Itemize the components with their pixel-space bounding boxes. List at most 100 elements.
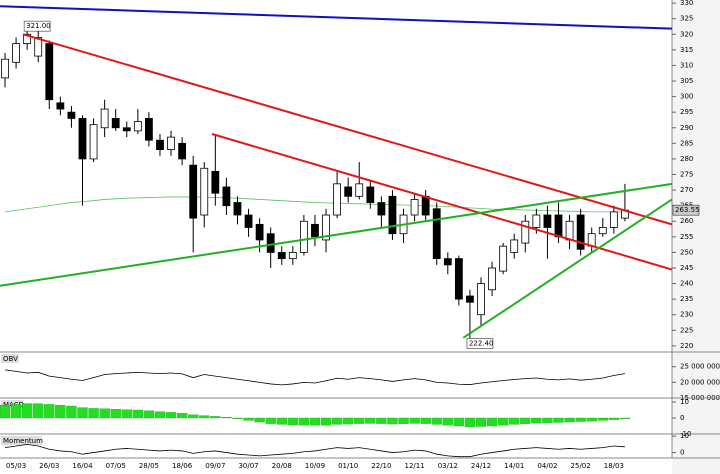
y-tick-label: 220 [680,342,693,350]
candle-body [34,36,43,57]
histogram-bar [276,417,287,425]
candle-body [532,214,541,228]
histogram-bar [154,411,166,419]
x-tick-label: 28/05 [139,462,159,470]
histogram-bar [608,417,619,420]
x-tick-label: 22/10 [371,462,391,470]
histogram-bar [619,417,631,419]
histogram-bar [354,417,365,424]
histogram-bar [398,417,409,424]
candle-body [311,223,319,238]
histogram-bar [232,417,243,419]
trendline [211,133,673,271]
histogram-bar [409,417,420,424]
histogram-bar [44,404,55,419]
candle-body [576,214,585,250]
x-tick-label: 14/01 [504,462,524,470]
candle-body [322,214,330,241]
histogram-bar [475,417,487,427]
candle-body [366,186,375,203]
histogram-bar [243,417,254,421]
axis-band [672,0,720,474]
y-tick-label: 300 [680,93,693,101]
candle-body [1,58,9,79]
y-tick-label: 240 [680,280,693,288]
histogram-bar [287,417,298,426]
histogram-bar [21,403,33,419]
candle-body [488,267,496,291]
x-tick-label: 20/08 [272,462,292,470]
histogram-bar [33,403,44,419]
y-tick-label: 225 [680,326,693,334]
candle-body [344,186,353,197]
panel-title: Momentum [3,437,43,445]
histogram-bar [331,417,343,425]
panel-title-box [1,354,19,363]
price-label: 263.55 [675,206,700,214]
x-tick-label: 03/12 [438,462,458,470]
candle-body [377,202,386,216]
candle-body [288,252,297,260]
histogram-bar [199,415,210,419]
x-tick-label: 26/03 [39,462,59,470]
candle-body [12,43,20,63]
y-tick-label: 25 000 000 [680,363,720,371]
price-label-box [466,338,494,349]
x-tick-label: 12/11 [404,462,424,470]
candle-body [410,199,419,216]
x-tick-label: 25/02 [571,462,591,470]
panel-title-box [1,436,42,445]
y-tick-label: 270 [680,186,693,194]
candle-body [598,227,607,235]
candle-body [145,118,153,141]
histogram-bar [497,417,509,426]
candle-body [56,102,65,110]
histogram-bar [597,417,608,421]
candle-body [156,139,164,150]
y-tick-label: 325 [680,15,693,23]
histogram-bar [110,409,121,419]
histogram-bar [531,417,542,424]
y-tick-label: 315 [680,46,693,54]
y-tick-label: 330 [680,0,693,7]
histogram-bar [77,407,88,419]
histogram-bar [55,405,66,419]
histogram-bar [298,417,310,426]
x-tick-label: 16/04 [72,462,93,470]
x-tick-label: 30/07 [238,462,258,470]
histogram-bar [575,417,586,422]
histogram-bar [309,417,321,426]
candle-body [233,202,242,216]
y-tick-label: 10 [680,432,689,440]
histogram-bar [176,413,188,419]
candle-body [299,220,308,253]
histogram-bar [464,417,476,427]
trendline [0,5,673,30]
histogram-bar [165,412,177,419]
candle-body [554,214,563,238]
candle-body [421,195,430,216]
candle-body [454,258,463,300]
indicator-line [4,369,625,386]
y-tick-label: 0 [680,414,684,422]
panel-title: OBV [3,355,18,363]
y-tick-label: 0 [680,449,684,457]
histogram-bar [99,408,110,419]
y-tick-label: 250 [680,248,693,256]
candle-body [333,183,342,216]
price-label: 222.40 [469,339,494,347]
histogram-bar [188,414,199,419]
histogram-bar [88,408,99,419]
candle-body [211,170,220,194]
histogram-bar [387,417,398,425]
histogram-bar [265,417,276,424]
price-label-box [23,20,51,32]
price-label-box [672,204,700,216]
histogram-bar [221,417,232,419]
histogram-bar [586,417,597,422]
candle-body [277,252,286,260]
candle-body [111,118,120,129]
histogram-bar [431,417,442,425]
x-tick-label: 05/03 [6,462,26,470]
x-tick-label: 04/02 [537,462,557,470]
